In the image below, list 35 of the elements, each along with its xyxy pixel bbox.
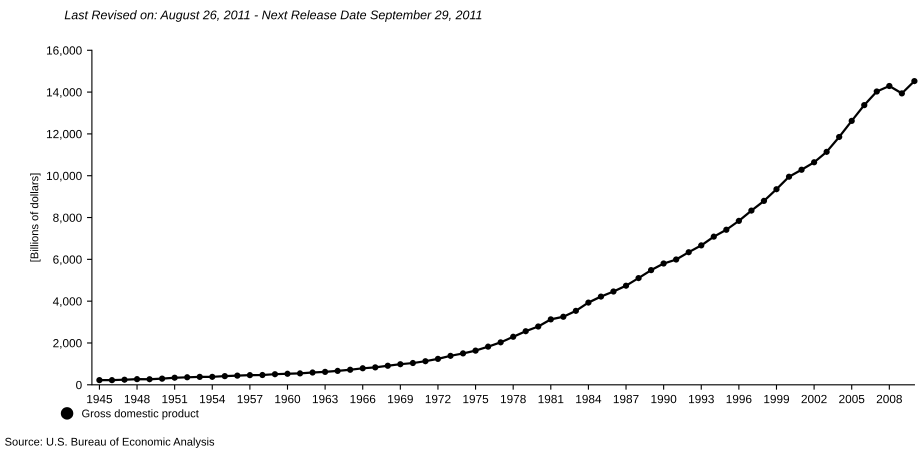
x-tick-label: 1972 (426, 394, 450, 404)
x-tick-label: 1948 (124, 394, 150, 404)
y-tick-label: 4,000 (52, 297, 82, 307)
source-note: Source: U.S. Bureau of Economic Analysis (5, 438, 214, 448)
x-tick-label: 1975 (463, 394, 488, 404)
legend-label: Gross domestic product (82, 409, 199, 420)
y-tick-label: 16,000 (46, 46, 82, 56)
x-tick-label: 2008 (876, 394, 902, 404)
x-tick-label: 1993 (689, 394, 714, 404)
x-tick-label: 1945 (87, 394, 112, 404)
y-tick-label: 14,000 (46, 88, 82, 98)
x-tick-label: 1999 (764, 394, 790, 404)
y-tick-label: 6,000 (53, 255, 82, 266)
y-tick-label: 12,000 (46, 130, 82, 140)
y-tick-label: 0 (76, 380, 82, 390)
y-tick-label: 8,000 (53, 214, 82, 224)
x-tick-label: 1960 (275, 394, 300, 404)
x-tick-label: 2005 (839, 394, 864, 404)
x-tick-label: 1954 (200, 394, 226, 404)
x-tick-label: 1987 (614, 394, 639, 404)
x-tick-label: 1984 (576, 394, 602, 404)
y-tick-label: 10,000 (46, 172, 82, 182)
x-tick-label: 1966 (350, 394, 376, 404)
x-tick-label: 1981 (538, 394, 564, 404)
x-tick-label: 1990 (651, 394, 676, 404)
x-tick-label: 1957 (238, 394, 262, 404)
x-tick-label: 1951 (162, 394, 188, 404)
x-tick-label: 1963 (312, 394, 338, 404)
x-tick-label: 1996 (726, 394, 752, 404)
x-tick-label: 2002 (802, 394, 827, 404)
chart-title: Last Revised on: August 26, 2011 - Next Release Date September 29, 2011 (64, 10, 482, 22)
x-tick-label: 1978 (500, 394, 526, 404)
y-tick-label: 2,000 (53, 339, 82, 349)
x-tick-label: 1969 (388, 394, 413, 404)
y-axis-title: [Billions of dollars] (30, 174, 41, 262)
